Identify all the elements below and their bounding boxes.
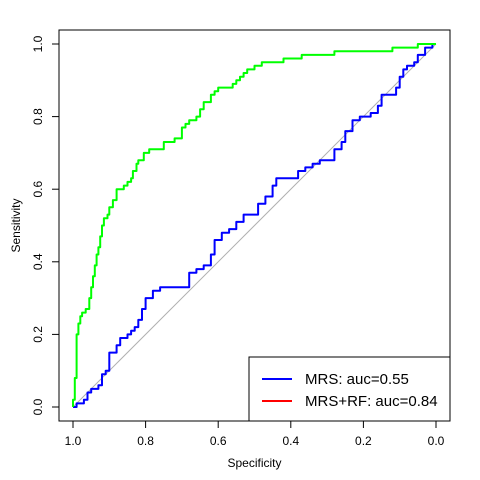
y-tick-label: 0.6 [31, 181, 45, 198]
y-tick-label: 0.0 [31, 398, 45, 415]
x-tick-label: 0.6 [210, 434, 227, 448]
x-tick-label: 1.0 [65, 434, 82, 448]
legend: MRS: auc=0.55 MRS+RF: auc=0.84 [248, 356, 451, 422]
legend-label-mrs: MRS: auc=0.55 [305, 371, 409, 388]
diagonal-reference-line [72, 43, 437, 408]
y-tick-label: 1.0 [31, 35, 45, 52]
y-tick-label: 0.4 [31, 253, 45, 270]
x-tick-label: 0.2 [355, 434, 372, 448]
y-tick-label: 0.2 [31, 326, 45, 343]
x-tick-label: 0.4 [282, 434, 299, 448]
x-tick-label: 0.8 [137, 434, 154, 448]
roc-curve-0 [73, 43, 436, 408]
y-axis-title: Sensitivity [9, 198, 23, 252]
legend-label-mrs-rf: MRS+RF: auc=0.84 [305, 393, 438, 410]
x-tick-label: 0.0 [428, 434, 445, 448]
series-layer [72, 43, 436, 408]
y-tick-label: 0.8 [31, 108, 45, 125]
roc-curve-1 [72, 43, 436, 407]
x-axis-title: Specificity [227, 456, 281, 470]
y-axis: 0.0 0.2 0.4 0.6 0.8 1.0 [31, 35, 59, 415]
legend-box [248, 356, 451, 422]
x-axis: 1.0 0.8 0.6 0.4 0.2 0.0 [65, 421, 445, 448]
